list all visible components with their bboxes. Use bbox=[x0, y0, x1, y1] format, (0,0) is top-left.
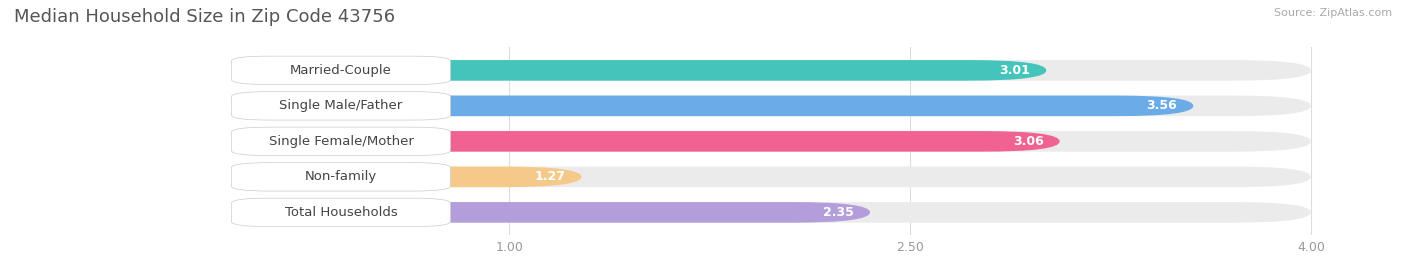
FancyBboxPatch shape bbox=[242, 95, 1310, 116]
FancyBboxPatch shape bbox=[242, 60, 1310, 81]
FancyBboxPatch shape bbox=[242, 95, 1194, 116]
FancyBboxPatch shape bbox=[242, 131, 1310, 152]
Text: 2.35: 2.35 bbox=[823, 206, 853, 219]
Text: 3.06: 3.06 bbox=[1012, 135, 1043, 148]
Text: 1.27: 1.27 bbox=[534, 170, 565, 183]
FancyBboxPatch shape bbox=[242, 202, 1310, 223]
FancyBboxPatch shape bbox=[242, 202, 870, 223]
Text: Non-family: Non-family bbox=[305, 170, 377, 183]
FancyBboxPatch shape bbox=[232, 56, 450, 84]
FancyBboxPatch shape bbox=[242, 167, 582, 187]
FancyBboxPatch shape bbox=[242, 60, 1046, 81]
Text: Single Female/Mother: Single Female/Mother bbox=[269, 135, 413, 148]
Text: Married-Couple: Married-Couple bbox=[290, 64, 392, 77]
Text: 3.56: 3.56 bbox=[1146, 99, 1177, 112]
Text: Total Households: Total Households bbox=[284, 206, 398, 219]
FancyBboxPatch shape bbox=[232, 163, 450, 191]
FancyBboxPatch shape bbox=[232, 127, 450, 155]
Text: 3.01: 3.01 bbox=[1000, 64, 1031, 77]
FancyBboxPatch shape bbox=[242, 167, 1310, 187]
Text: Median Household Size in Zip Code 43756: Median Household Size in Zip Code 43756 bbox=[14, 8, 395, 26]
FancyBboxPatch shape bbox=[242, 131, 1060, 152]
FancyBboxPatch shape bbox=[232, 198, 450, 226]
FancyBboxPatch shape bbox=[232, 92, 450, 120]
Text: Single Male/Father: Single Male/Father bbox=[280, 99, 402, 112]
Text: Source: ZipAtlas.com: Source: ZipAtlas.com bbox=[1274, 8, 1392, 18]
